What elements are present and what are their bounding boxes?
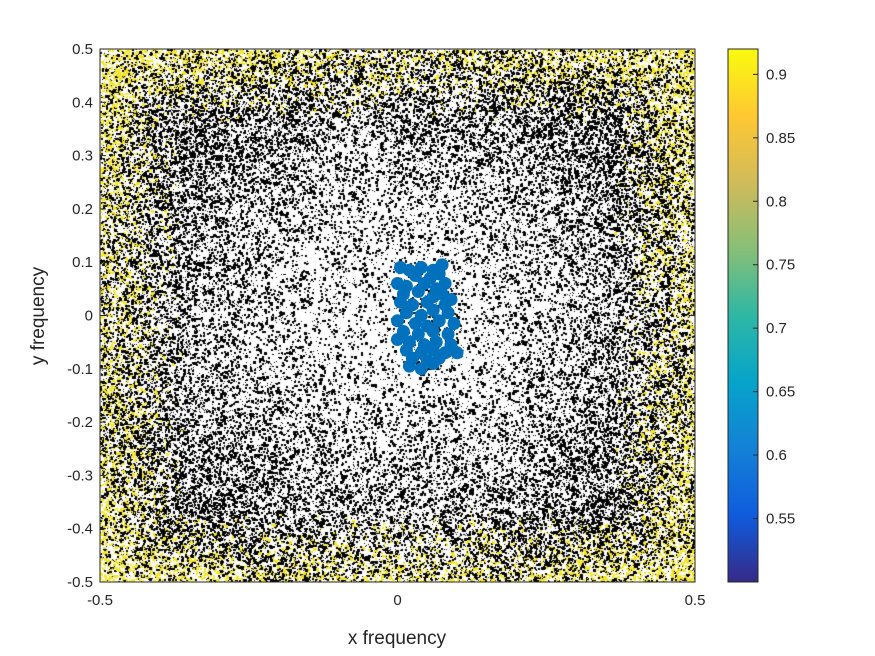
highlight-point — [432, 267, 446, 281]
colorbar — [727, 48, 759, 583]
colorbar-ticks: 0.55 0.6 0.65 0.7 0.75 0.8 0.85 0.9 — [753, 66, 795, 528]
highlight-point — [450, 346, 464, 360]
highlight-point — [432, 314, 446, 328]
x-tick-label: -0.5 — [87, 592, 113, 609]
y-tick-label: 0 — [85, 308, 93, 325]
y-axis-label: y frequency — [28, 266, 49, 365]
x-axis-label: x frequency — [348, 628, 447, 649]
x-tick-label: 0.5 — [685, 592, 706, 609]
colorbar-tick-label: 0.55 — [766, 511, 795, 528]
x-axis-ticks: -0.5 0 0.5 — [87, 49, 705, 609]
highlight-point — [408, 317, 422, 330]
highlight-point — [394, 295, 407, 309]
highlight-point — [441, 306, 455, 320]
y-tick-label: -0.5 — [67, 574, 93, 591]
y-tick-label: -0.3 — [67, 467, 93, 484]
colorbar-tick-label: 0.6 — [766, 447, 787, 464]
highlight-point — [441, 327, 455, 341]
colorbar-tick-label: 0.8 — [766, 193, 787, 210]
highlight-point — [411, 327, 425, 341]
highlight-point — [438, 277, 452, 290]
y-tick-label: 0.5 — [72, 41, 93, 58]
highlight-point — [408, 269, 422, 282]
highlight-point — [414, 362, 428, 376]
colorbar-tick-label: 0.65 — [766, 384, 795, 401]
y-tick-label: 0.2 — [72, 201, 93, 218]
y-tick-label: 0.3 — [72, 148, 93, 165]
highlight-point — [402, 359, 416, 373]
colorbar-tick-label: 0.75 — [766, 257, 795, 274]
highlight-point — [447, 317, 461, 330]
highlight-point — [391, 333, 404, 346]
x-tick-label: 0 — [393, 592, 401, 609]
highlight-point — [426, 357, 440, 370]
colorbar-tick-label: 0.9 — [766, 66, 787, 83]
highlight-point — [391, 314, 404, 328]
y-tick-label: -0.1 — [67, 361, 93, 378]
y-tick-label: -0.4 — [67, 521, 93, 538]
colorbar-tick-label: 0.7 — [766, 320, 787, 337]
y-tick-label: 0.1 — [72, 254, 93, 271]
highlight-point — [426, 325, 440, 338]
highlight-point — [444, 293, 458, 306]
highlight-scatter-series — [391, 258, 464, 376]
highlight-point — [411, 285, 425, 298]
y-tick-label: 0.4 — [72, 94, 93, 111]
highlight-point — [399, 306, 413, 320]
highlight-point — [426, 303, 440, 317]
y-axis-ticks: -0.5 -0.4 -0.3 -0.2 -0.1 0 0.1 0.2 0.3 0.4 0.5 — [67, 41, 695, 591]
colorbar-tick-label: 0.85 — [766, 130, 795, 147]
y-tick-label: -0.2 — [67, 414, 93, 431]
